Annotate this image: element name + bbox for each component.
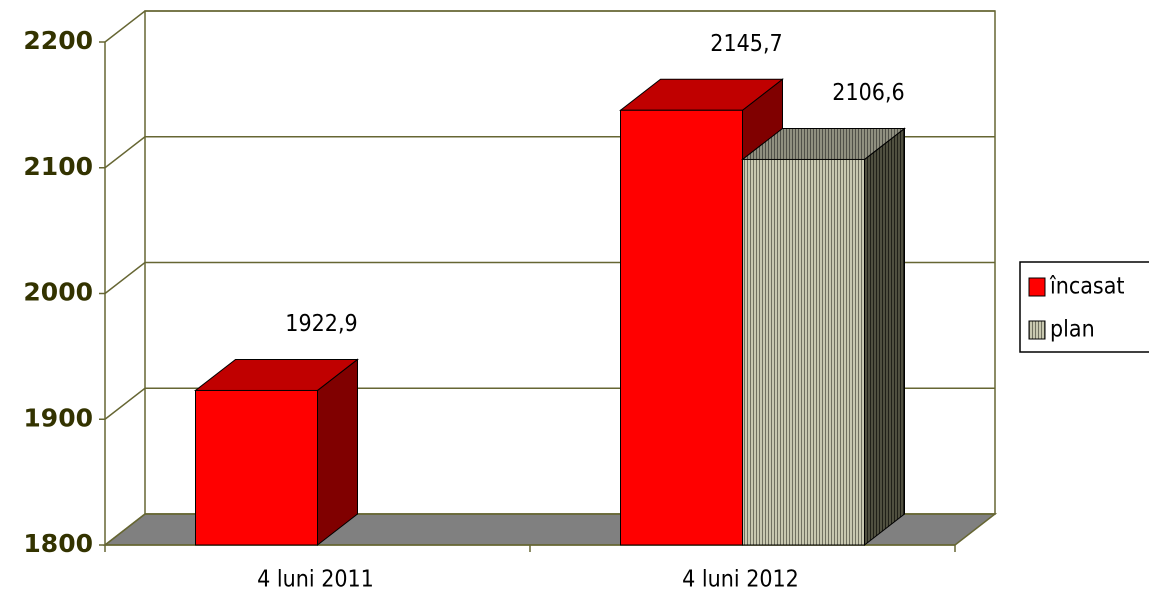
y-tick-label: 2100 (23, 152, 93, 181)
x-tick-label: 4 luni 2011 (257, 567, 374, 589)
bar-side (864, 127, 905, 547)
x-tick-label: 4 luni 2012 (682, 567, 799, 589)
bar (620, 109, 743, 546)
bar (742, 158, 865, 546)
y-tick-label: 1800 (23, 529, 93, 558)
legend-swatch (1028, 277, 1046, 297)
legend-label: plan (1050, 317, 1095, 343)
legend-label: încasat (1049, 274, 1125, 300)
bar-side (317, 358, 358, 547)
bar (195, 389, 318, 546)
y-tick-label: 1900 (23, 403, 93, 432)
legend-swatch (1028, 320, 1046, 340)
value-label: 1922,9 (285, 311, 357, 337)
value-label: 2106,6 (832, 80, 904, 106)
y-tick-label: 2000 (23, 278, 93, 307)
grid-line (104, 10, 995, 43)
value-label: 2145,7 (710, 31, 782, 57)
y-tick-label: 2200 (23, 26, 93, 55)
